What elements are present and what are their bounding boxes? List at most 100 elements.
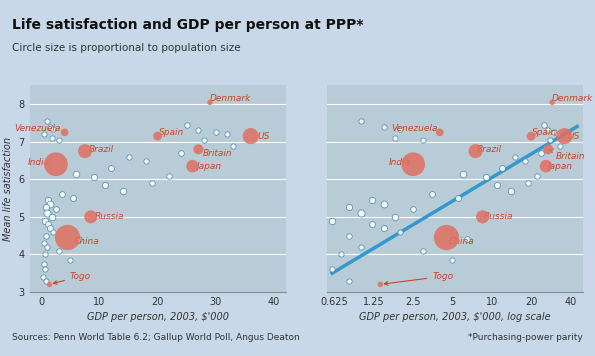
Text: Brazil: Brazil (477, 145, 502, 154)
Point (380, 124, 389, 130)
Point (47, 214, 57, 220)
Point (408, 161, 418, 167)
Point (54, 248, 64, 253)
Point (176, 150, 186, 156)
Text: Japan: Japan (547, 162, 573, 171)
Point (356, 118, 366, 124)
Text: China: China (449, 237, 475, 246)
Point (327, 267, 337, 272)
Point (45, 282, 54, 287)
Point (153, 133, 162, 139)
Point (45, 225, 55, 231)
Point (390, 214, 399, 220)
Point (246, 133, 255, 139)
Point (193, 146, 203, 152)
X-axis label: GDP per person, 2003, $'000: GDP per person, 2003, $'000 (87, 312, 228, 322)
Text: Sources: Penn World Table 6.2; Gallup World Poll, Angus Deaton: Sources: Penn World Table 6.2; Gallup Wo… (12, 333, 300, 342)
Point (54, 137, 64, 143)
Point (317, 131, 327, 137)
Point (228, 143, 238, 148)
Point (39, 240, 49, 246)
Text: Japan: Japan (197, 162, 222, 171)
Point (380, 225, 389, 231)
Point (493, 182, 502, 188)
Text: Venezuela: Venezuela (14, 124, 60, 133)
Text: Britain: Britain (549, 149, 585, 161)
Point (42, 210, 52, 216)
Point (356, 210, 366, 216)
Point (124, 154, 133, 159)
Point (367, 197, 376, 203)
Text: Togo: Togo (384, 272, 453, 285)
Point (68, 195, 78, 201)
Text: US: US (258, 132, 270, 141)
Text: Russia: Russia (484, 212, 513, 221)
Point (497, 165, 507, 171)
Point (47, 135, 57, 141)
Point (555, 143, 564, 148)
Text: India: India (389, 158, 411, 167)
Text: *Purchasing-power parity: *Purchasing-power parity (468, 333, 583, 342)
Point (42, 244, 52, 250)
Y-axis label: Mean life satisfaction: Mean life satisfaction (3, 137, 13, 241)
Point (539, 122, 549, 128)
Point (39, 131, 49, 137)
Text: Britain: Britain (203, 149, 233, 158)
Point (553, 131, 562, 137)
Point (165, 173, 174, 178)
Point (344, 278, 353, 283)
Point (42, 118, 52, 124)
Text: Brazil: Brazil (89, 145, 114, 154)
Point (396, 229, 405, 235)
Point (205, 99, 215, 105)
Point (107, 165, 116, 171)
X-axis label: GDP per person, 2003, $'000, log scale: GDP per person, 2003, $'000, log scale (359, 312, 551, 322)
Text: Circle size is proportional to population size: Circle size is proportional to populatio… (12, 43, 240, 53)
Point (118, 188, 127, 193)
Point (45, 124, 55, 130)
Point (336, 252, 346, 257)
Point (223, 131, 232, 137)
Point (380, 201, 389, 206)
Point (71, 171, 81, 177)
Text: India: India (28, 158, 50, 167)
Point (524, 180, 533, 186)
Point (317, 240, 327, 246)
Point (458, 171, 468, 177)
Point (101, 182, 110, 188)
Point (40, 218, 49, 224)
Point (532, 173, 541, 178)
Text: Denmark: Denmark (210, 94, 251, 103)
Point (199, 137, 209, 143)
Point (48, 126, 58, 131)
Point (43, 197, 53, 203)
Point (327, 218, 337, 224)
Point (510, 154, 519, 159)
Point (543, 146, 553, 152)
Point (527, 133, 536, 139)
Point (543, 128, 553, 134)
Point (63, 235, 73, 240)
Point (419, 248, 428, 253)
Point (462, 236, 472, 242)
Point (356, 244, 366, 250)
Point (38, 274, 48, 280)
Point (41, 278, 51, 283)
Point (89, 174, 99, 180)
Point (546, 137, 555, 143)
Point (43, 221, 53, 227)
Point (45, 201, 55, 206)
Point (521, 158, 530, 163)
Point (182, 122, 192, 128)
Text: Russia: Russia (94, 212, 124, 221)
Text: US: US (567, 132, 580, 141)
Point (506, 188, 516, 193)
Point (40, 252, 50, 257)
Text: Life satisfaction and GDP per person at PPP*: Life satisfaction and GDP per person at … (12, 18, 364, 32)
Point (549, 130, 559, 135)
Point (57, 192, 67, 197)
Point (537, 150, 546, 156)
Text: Togo: Togo (54, 272, 91, 284)
Point (40, 267, 49, 272)
Point (419, 137, 428, 143)
